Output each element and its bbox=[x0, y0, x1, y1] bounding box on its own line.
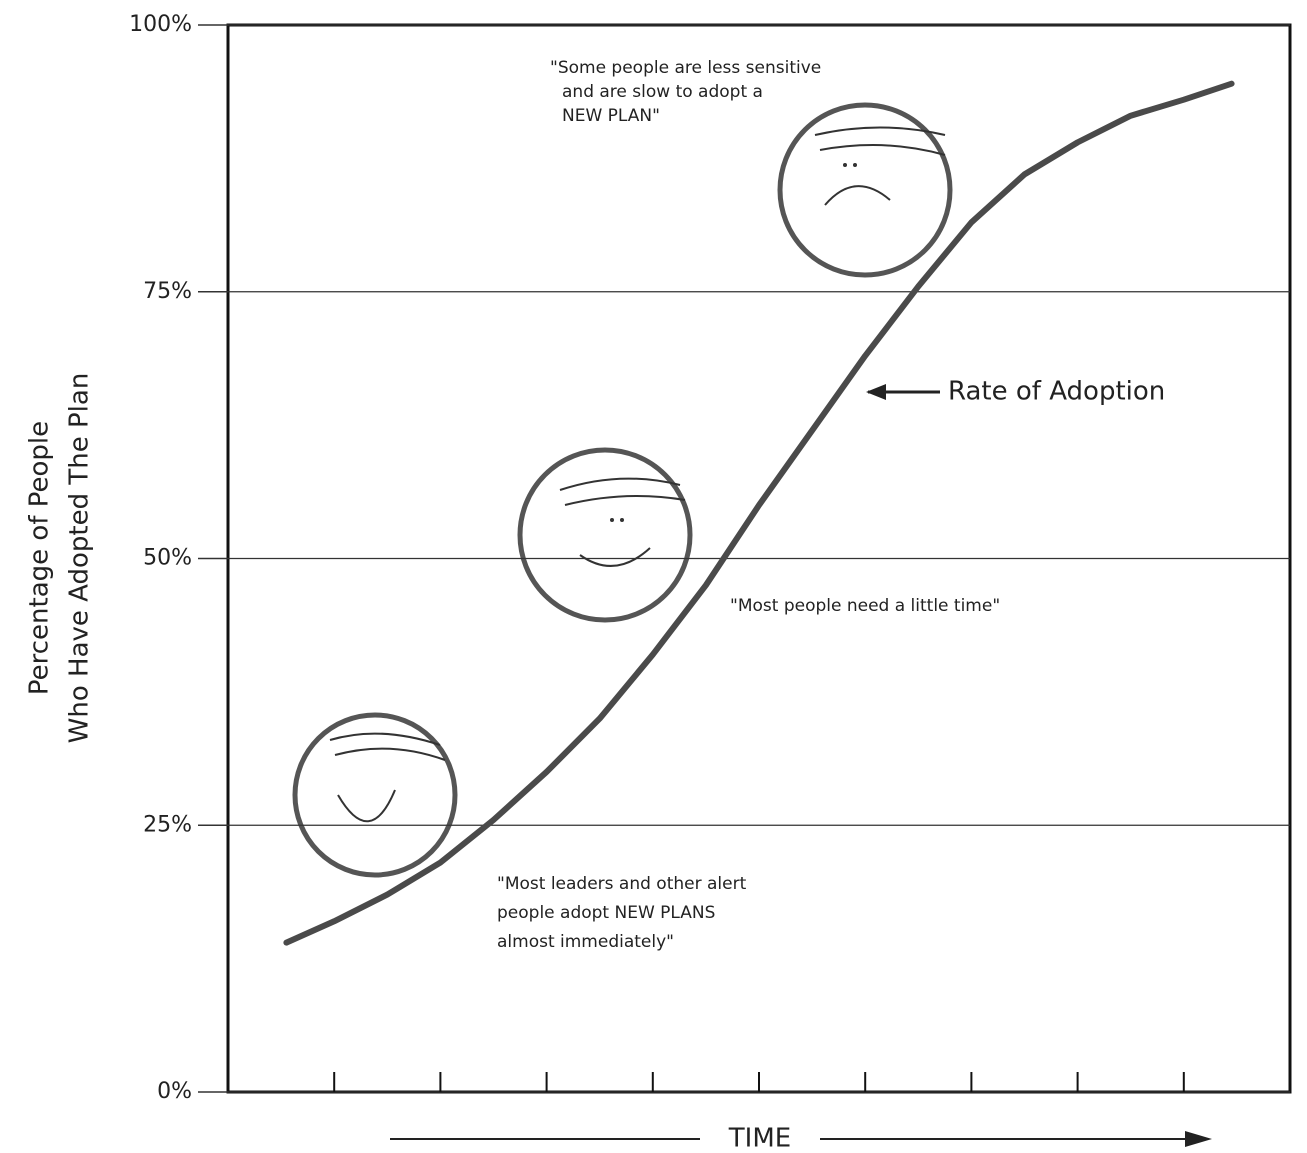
y-tick-label: 0% bbox=[157, 1079, 192, 1104]
y-tick-label: 100% bbox=[129, 12, 192, 37]
y-tick-label: 50% bbox=[143, 546, 192, 571]
annotation: NEW PLAN" bbox=[562, 106, 660, 126]
y-axis-label: Who Have Adopted The Plan bbox=[65, 373, 95, 744]
annotation: almost immediately" bbox=[497, 932, 674, 952]
annotation: "Some people are less sensitive bbox=[550, 58, 821, 78]
annotation: "Most people need a little time" bbox=[730, 596, 1000, 616]
y-axis-label: Percentage of People bbox=[25, 421, 55, 695]
annotation: people adopt NEW PLANS bbox=[497, 903, 715, 923]
y-tick-label: 25% bbox=[143, 812, 192, 837]
y-tick-label: 75% bbox=[143, 279, 192, 304]
page: TIME Percentage of People Who Have Adopt… bbox=[0, 0, 1307, 1153]
annotation: "Most leaders and other alert bbox=[497, 874, 747, 894]
x-arrow-head bbox=[1185, 1131, 1212, 1147]
face-neutral bbox=[520, 450, 690, 620]
face-happy bbox=[295, 715, 455, 875]
annotation: Rate of Adoption bbox=[948, 377, 1165, 407]
face-sad bbox=[780, 105, 950, 275]
x-axis-label: TIME bbox=[728, 1124, 791, 1153]
chart: TIME Percentage of People Who Have Adopt… bbox=[0, 0, 1307, 1153]
annotation: and are slow to adopt a bbox=[562, 82, 763, 102]
annotation-arrow-head bbox=[866, 384, 886, 400]
